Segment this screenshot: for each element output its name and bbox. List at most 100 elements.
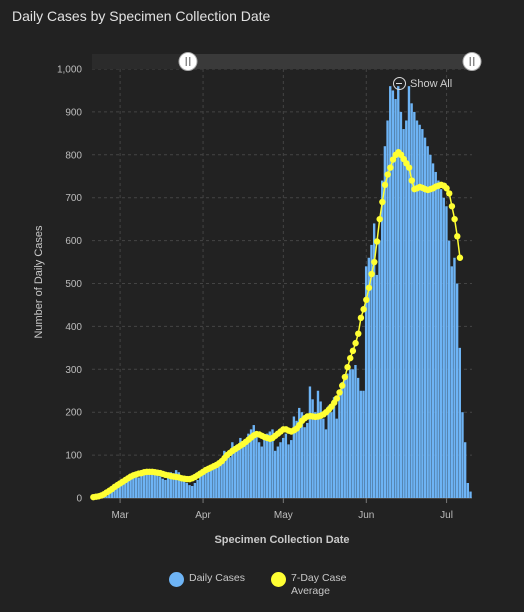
handle-knob [178, 52, 198, 71]
bar [249, 429, 253, 498]
bar [161, 478, 164, 498]
average-point [451, 215, 458, 223]
bar [132, 474, 135, 498]
bar [346, 373, 349, 498]
bar [455, 283, 459, 498]
bar [405, 120, 408, 498]
average-point [448, 203, 456, 210]
bar [169, 472, 172, 498]
average-point [341, 373, 349, 381]
y-tick-label: 0 [76, 494, 82, 505]
y-tick-label: 900 [65, 107, 82, 118]
bar [158, 476, 162, 498]
y-axis-title: Number of Daily Cases [33, 225, 45, 339]
bar [335, 418, 338, 498]
average-point [376, 215, 383, 223]
bar [177, 472, 181, 498]
bar [383, 146, 387, 498]
bar [314, 412, 317, 498]
bar [439, 189, 443, 498]
y-tick-label: 700 [65, 193, 82, 204]
range-end-handle[interactable] [462, 52, 482, 71]
bar [458, 347, 461, 498]
bar [469, 491, 472, 498]
bar [447, 240, 451, 498]
chart-title: Daily Cases by Specimen Collection Date [12, 8, 271, 24]
average-point [408, 177, 415, 184]
legend-item-7-day-average[interactable]: 7-Day Case Average [271, 572, 355, 598]
bar-series-daily-cases [92, 86, 472, 499]
legend: Daily Cases 7-Day Case Average [0, 572, 524, 598]
bar [201, 470, 205, 498]
bar [105, 495, 108, 498]
y-tick-label: 300 [65, 365, 82, 376]
show-all-button[interactable]: Show All [393, 77, 452, 90]
bar [220, 459, 223, 498]
bar [343, 377, 346, 498]
average-point [347, 354, 354, 362]
bar [319, 401, 322, 498]
bar [453, 257, 456, 498]
bar [134, 476, 138, 498]
y-tick-label: 1,000 [57, 65, 82, 76]
bar [263, 437, 266, 498]
bar [463, 442, 467, 498]
bar [389, 86, 392, 498]
bar [348, 369, 352, 498]
bar [338, 390, 341, 498]
x-tick-label: May [274, 510, 293, 521]
bar [180, 477, 183, 498]
bar [391, 90, 395, 498]
bar [244, 444, 247, 498]
bar [308, 386, 312, 498]
bar [423, 137, 427, 498]
line-series-7-day-average [90, 149, 464, 501]
bar [268, 431, 271, 498]
range-start-handle[interactable] [178, 52, 198, 71]
bar [421, 129, 424, 498]
bar [174, 470, 178, 498]
handle-knob [462, 52, 482, 71]
y-tick-label: 500 [65, 279, 82, 290]
average-point [379, 198, 386, 206]
x-tick-label: Jun [358, 510, 374, 521]
bar [284, 433, 288, 498]
bar [265, 433, 269, 498]
bar [351, 369, 354, 498]
bar [204, 467, 207, 498]
average-point [349, 347, 357, 355]
x-tick-label: Apr [195, 510, 211, 521]
bar [108, 492, 111, 498]
bar [148, 473, 151, 498]
zoom-scrollbar[interactable] [92, 52, 482, 71]
y-tick-label: 200 [65, 408, 82, 419]
bar [212, 465, 215, 498]
bar [118, 485, 122, 498]
bar [252, 425, 255, 498]
bar [372, 223, 376, 498]
bar [399, 111, 403, 499]
average-point [373, 238, 381, 245]
average-line [93, 151, 461, 498]
x-axis-ticks: Mar Apr May Jun Jul [92, 497, 472, 521]
bar [276, 446, 280, 498]
bar [223, 450, 226, 498]
bar [402, 129, 405, 498]
average-point [454, 233, 461, 240]
bar [394, 99, 397, 498]
legend-item-daily-cases[interactable]: Daily Cases [168, 572, 245, 598]
bar [397, 86, 400, 498]
average-point [371, 258, 378, 266]
bar [324, 429, 328, 498]
average-point [360, 306, 367, 313]
bar [199, 474, 202, 498]
bar [145, 471, 148, 498]
bar [354, 365, 357, 498]
average-point [339, 382, 346, 389]
bar [129, 475, 132, 498]
bar [196, 479, 199, 498]
bar [292, 416, 296, 498]
bar [461, 412, 464, 498]
average-point [389, 156, 397, 163]
